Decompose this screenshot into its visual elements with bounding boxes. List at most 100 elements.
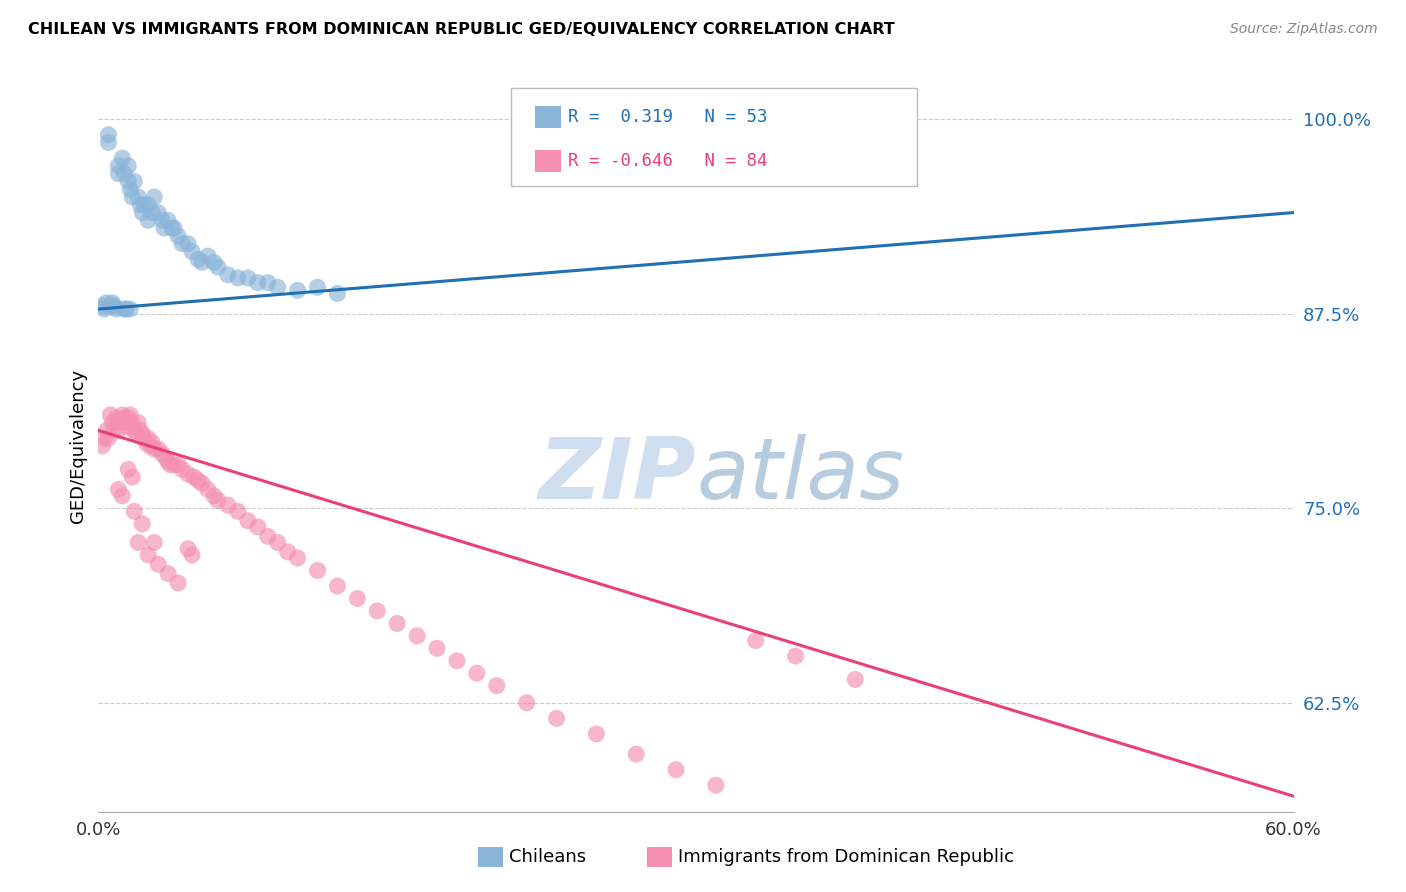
- Point: [107, 416, 129, 430]
- Point: [150, 447, 173, 461]
- Point: [202, 255, 225, 269]
- Point: [91, 299, 114, 313]
- Point: [157, 213, 180, 227]
- Point: [246, 520, 269, 534]
- Point: [485, 679, 508, 693]
- Point: [202, 489, 225, 503]
- Point: [127, 535, 149, 549]
- Point: [217, 268, 239, 282]
- Point: [307, 564, 329, 578]
- Point: [465, 666, 488, 681]
- Point: [197, 249, 219, 263]
- Point: [172, 462, 194, 476]
- Point: [226, 271, 249, 285]
- Point: [277, 545, 299, 559]
- Point: [131, 426, 153, 441]
- Point: [112, 411, 135, 425]
- Point: [107, 167, 129, 181]
- Point: [127, 416, 149, 430]
- Point: [167, 458, 190, 472]
- Point: [385, 616, 409, 631]
- FancyBboxPatch shape: [510, 87, 917, 186]
- Point: [91, 439, 114, 453]
- Point: [366, 604, 388, 618]
- Point: [516, 696, 538, 710]
- Point: [665, 763, 688, 777]
- Point: [97, 431, 120, 445]
- Text: Source: ZipAtlas.com: Source: ZipAtlas.com: [1230, 22, 1378, 37]
- Point: [98, 408, 122, 422]
- Point: [172, 236, 194, 251]
- Point: [167, 576, 190, 591]
- Point: [207, 493, 229, 508]
- Text: CHILEAN VS IMMIGRANTS FROM DOMINICAN REPUBLIC GED/EQUIVALENCY CORRELATION CHART: CHILEAN VS IMMIGRANTS FROM DOMINICAN REP…: [28, 22, 894, 37]
- Point: [129, 198, 152, 212]
- Point: [124, 424, 146, 438]
- Point: [98, 299, 122, 313]
- Point: [191, 255, 214, 269]
- Point: [183, 470, 205, 484]
- Point: [181, 244, 204, 259]
- Point: [112, 301, 135, 316]
- Point: [136, 198, 159, 212]
- Point: [143, 190, 166, 204]
- Point: [127, 190, 149, 204]
- Point: [267, 535, 290, 549]
- Point: [546, 711, 568, 725]
- Point: [136, 431, 159, 445]
- Point: [287, 284, 309, 298]
- Point: [120, 182, 142, 196]
- Point: [111, 151, 134, 165]
- Point: [626, 747, 648, 761]
- Point: [187, 473, 209, 487]
- Point: [246, 276, 269, 290]
- Point: [163, 221, 186, 235]
- Point: [326, 579, 349, 593]
- Point: [226, 504, 249, 518]
- Point: [159, 458, 181, 472]
- Point: [96, 295, 118, 310]
- Point: [704, 778, 727, 792]
- Point: [307, 280, 329, 294]
- Point: [346, 591, 368, 606]
- Point: [93, 431, 115, 445]
- Point: [129, 424, 152, 438]
- Point: [326, 286, 349, 301]
- Point: [143, 442, 166, 456]
- Point: [96, 424, 118, 438]
- Point: [197, 483, 219, 497]
- Point: [103, 299, 125, 313]
- Point: [124, 504, 146, 518]
- Point: [117, 420, 139, 434]
- Point: [131, 516, 153, 531]
- Point: [135, 436, 157, 450]
- Point: [150, 213, 173, 227]
- Point: [107, 483, 129, 497]
- Point: [143, 535, 166, 549]
- Point: [115, 416, 138, 430]
- Point: [256, 276, 278, 290]
- Point: [121, 190, 143, 204]
- Point: [148, 558, 170, 572]
- Point: [426, 641, 449, 656]
- Point: [101, 416, 124, 430]
- Point: [105, 301, 128, 316]
- Point: [131, 205, 153, 219]
- Point: [117, 174, 139, 188]
- Point: [236, 514, 259, 528]
- Point: [117, 159, 139, 173]
- Point: [124, 174, 146, 188]
- Point: [120, 408, 142, 422]
- Point: [167, 228, 190, 243]
- Point: [134, 198, 156, 212]
- Point: [236, 271, 259, 285]
- Text: atlas: atlas: [696, 434, 904, 516]
- Point: [157, 566, 180, 581]
- Point: [112, 167, 135, 181]
- Point: [136, 548, 159, 562]
- Point: [153, 221, 176, 235]
- Point: [111, 408, 134, 422]
- Point: [785, 649, 807, 664]
- Point: [148, 442, 170, 456]
- Point: [101, 295, 124, 310]
